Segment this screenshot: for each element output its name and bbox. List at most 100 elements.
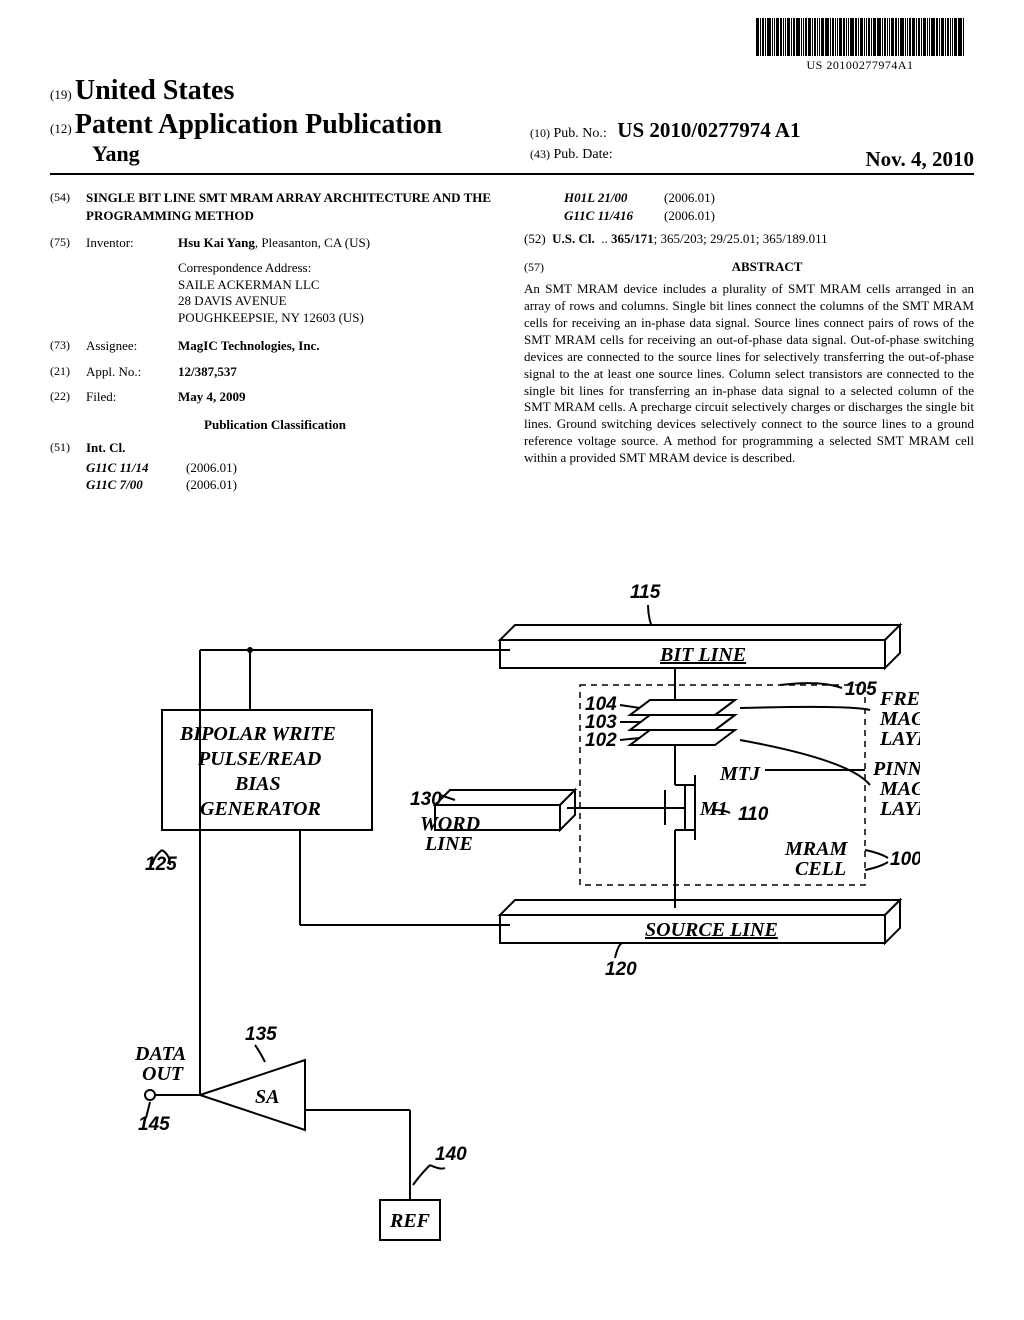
filed: May 4, 2009 [178,389,246,404]
assignee-row: (73) Assignee: MagIC Technologies, Inc. [50,337,500,355]
ref-110: 110 [738,804,769,825]
inventor-value: Hsu Kai Yang, Pleasanton, CA (US) [178,234,500,252]
data-out-1: DATA [134,1043,186,1065]
intcl-row: (51) Int. Cl. [50,439,500,457]
pubdate: Nov. 4, 2010 [865,147,974,172]
filed-row: (22) Filed: May 4, 2009 [50,388,500,406]
sourceline-label: SOURCE LINE [645,919,778,941]
barcode-text: US 20100277974A1 [756,58,964,73]
uscl-row: (52) U.S. Cl. .. 365/171; 365/203; 29/25… [524,230,974,248]
code-21: (21) [50,363,86,381]
sourceline-top [500,900,900,915]
ref-125: 125 [145,854,177,875]
free-label-1: FREE [879,688,920,710]
intcl-block-right: H01L 21/00(2006.01) G11C 11/416(2006.01) [564,189,974,224]
header-right: (10) Pub. No.: US 2010/0277974 A1 (43) P… [530,118,974,172]
pinned-label-1: PINNED [872,758,920,780]
ref-120: 120 [605,959,637,980]
mtj-layer-102 [630,730,735,745]
free-label-2: MAG [879,708,920,730]
filed-label: Filed: [86,388,178,406]
inventor-label: Inventor: [86,234,178,252]
inventor-row: (75) Inventor: Hsu Kai Yang, Pleasanton,… [50,234,500,252]
bitline-top [500,625,900,640]
wordline-2: LINE [424,833,473,855]
assignee-label: Assignee: [86,337,178,355]
ref-label: REF [389,1210,431,1232]
barcode [756,18,964,56]
assignee: MagIC Technologies, Inc. [178,338,320,353]
correspondence-label: Correspondence Address: [178,260,500,277]
abstract-text: An SMT MRAM device includes a plurality … [524,281,974,467]
barcode-block: US 20100277974A1 [756,18,964,73]
code-12: (12) [50,121,72,136]
header-rule [50,173,974,175]
ref-105: 105 [845,679,877,700]
correspondence-line1: SAILE ACKERMAN LLC [178,277,500,294]
wordline-top [435,790,575,805]
pubdate-label: Pub. Date: [554,147,613,162]
correspondence-line2: 28 DAVIS AVENUE [178,293,500,310]
intcl-entry-1: G11C 7/00(2006.01) [86,476,500,494]
pubno: US 2010/0277974 A1 [617,118,800,142]
intcl-label: Int. Cl. [86,440,125,455]
intcl-entry-0: G11C 11/14(2006.01) [86,459,500,477]
pubno-line: (10) Pub. No.: US 2010/0277974 A1 [530,118,974,143]
ref-102: 102 [585,730,617,751]
pubno-label: Pub. No.: [554,126,607,141]
bipolar-3: BIAS [234,773,281,795]
code-57: (57) [524,259,560,275]
mram-cell-2: CELL [795,858,846,880]
code-19: (19) [50,87,72,102]
uscl-values: .. 365/171; 365/203; 29/25.01; 365/189.0… [601,231,827,246]
bitline-label: BIT LINE [659,644,746,666]
m1-label: M1 [699,798,728,820]
code-73: (73) [50,337,86,355]
title-row: (54) SINGLE BIT LINE SMT MRAM ARRAY ARCH… [50,189,500,224]
publication-kind: Patent Application Publication [75,109,442,140]
country: United States [75,75,234,106]
data-out-terminal [145,1090,155,1100]
code-43: (43) [530,147,550,161]
wordline-1: WORD [420,813,480,835]
invention-title: SINGLE BIT LINE SMT MRAM ARRAY ARCHITECT… [86,189,500,224]
code-22: (22) [50,388,86,406]
country-line: (19) United States [50,75,974,107]
code-54: (54) [50,189,86,224]
bipolar-1: BIPOLAR WRITE [179,723,336,745]
pinned-label-2: MAG [879,778,920,800]
ref-145: 145 [138,1114,170,1135]
data-out-2: OUT [142,1063,184,1085]
mram-cell-1: MRAM [784,838,848,860]
bipolar-4: GENERATOR [200,798,321,820]
correspondence-line3: POUGHKEEPSIE, NY 12603 (US) [178,310,500,327]
abstract-heading: ABSTRACT [560,258,974,276]
correspondence-block: Correspondence Address: SAILE ACKERMAN L… [178,260,500,328]
sa-triangle [200,1060,305,1130]
intcl-entry-2: H01L 21/00(2006.01) [564,189,974,207]
left-column: (54) SINGLE BIT LINE SMT MRAM ARRAY ARCH… [50,189,500,494]
code-52: (52) [524,231,546,246]
inventor-name: Hsu Kai Yang [178,235,255,250]
intcl-block: G11C 11/14(2006.01) G11C 7/00(2006.01) [86,459,500,494]
pinned-label-3: LAYER [879,798,920,820]
applno-label: Appl. No.: [86,363,178,381]
applno: 12/387,537 [178,364,237,379]
mtj-label: MTJ [719,763,761,785]
ref-140: 140 [435,1144,467,1165]
pubdate-line: (43) Pub. Date: Nov. 4, 2010 [530,147,974,172]
ref-135: 135 [245,1024,277,1045]
intcl-entry-3: G11C 11/416(2006.01) [564,207,974,225]
sa-label: SA [255,1086,279,1108]
uscl-label: U.S. Cl. [552,231,595,246]
pubclass-heading: Publication Classification [50,416,500,434]
right-column: H01L 21/00(2006.01) G11C 11/416(2006.01)… [524,189,974,494]
code-51: (51) [50,439,86,457]
code-10: (10) [530,126,550,140]
ref-100: 100 [890,849,920,870]
patent-figure: .st { stroke:#000; stroke-width:2; fill:… [100,570,920,1290]
bipolar-2: PULSE/READ [197,748,321,770]
applno-row: (21) Appl. No.: 12/387,537 [50,363,500,381]
free-label-3: LAYER [879,728,920,750]
code-75: (75) [50,234,86,252]
